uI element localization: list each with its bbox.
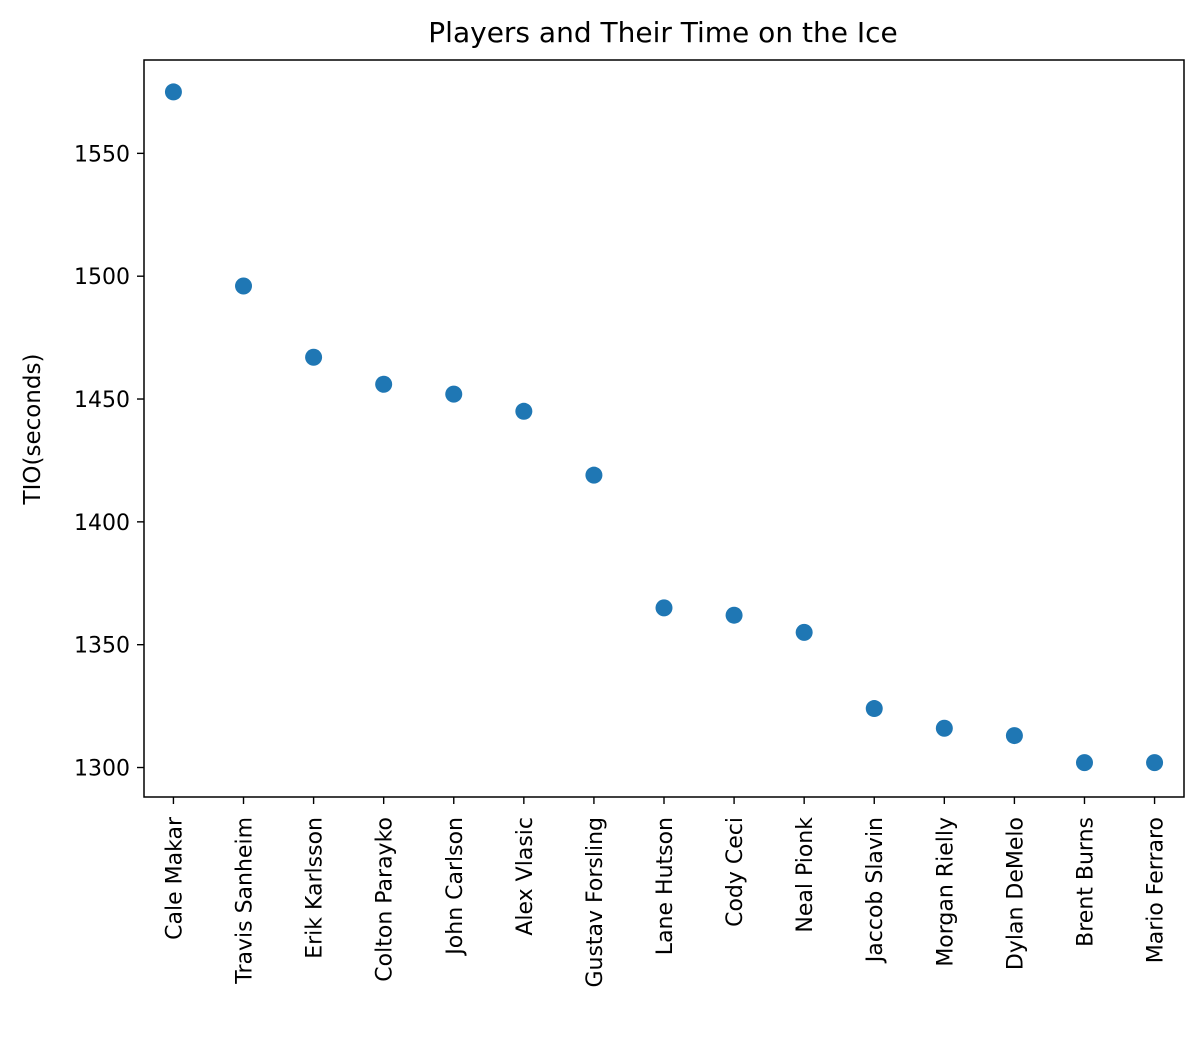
x-tick-label-3: Colton Parayko: [373, 817, 398, 982]
y-tick-label-2: 1400: [74, 511, 130, 536]
x-tick-label-14: Mario Ferraro: [1144, 817, 1169, 963]
data-point-13: [1075, 754, 1093, 772]
y-tick-label-1: 1350: [74, 634, 130, 659]
data-point-8: [725, 606, 743, 624]
x-tick-label-8: Cody Ceci: [723, 817, 748, 927]
data-point-6: [585, 466, 603, 484]
x-tick-label-4: John Carlson: [443, 817, 468, 957]
data-point-12: [1005, 727, 1023, 745]
x-tick-label-2: Erik Karlsson: [303, 817, 328, 959]
x-tick-label-12: Dylan DeMelo: [1003, 817, 1028, 970]
data-point-11: [935, 719, 953, 737]
x-tick-label-1: Travis Sanheim: [233, 817, 258, 985]
x-tick-label-13: Brent Burns: [1073, 817, 1098, 947]
data-point-3: [375, 375, 393, 393]
x-tick-label-7: Lane Hutson: [653, 817, 678, 955]
y-tick-label-0: 1300: [74, 757, 130, 782]
chart-title: Players and Their Time on the Ice: [428, 16, 897, 49]
y-tick-label-4: 1500: [74, 265, 130, 290]
data-point-5: [515, 402, 533, 420]
plot-area: 1300 1350 1400 1450 1500 1550 Cale Makar Travis…: [74, 59, 1185, 988]
y-tick-label-3: 1450: [74, 388, 130, 413]
data-point-4: [445, 385, 463, 403]
x-tick-label-0: Cale Makar: [162, 816, 187, 940]
y-axis-label: TIO(seconds): [20, 354, 46, 506]
x-tick-label-9: Neal Pionk: [793, 817, 818, 933]
x-tick-label-10: Jaccob Slavin: [863, 817, 888, 964]
data-point-2: [305, 348, 323, 366]
data-point-10: [865, 700, 883, 718]
data-point-1: [235, 277, 253, 295]
data-point-14: [1146, 754, 1164, 772]
x-tick-label-5: Alex Vlasic: [513, 817, 538, 936]
y-tick-label-5: 1550: [74, 142, 130, 167]
x-tick-label-6: Gustav Forsling: [583, 817, 608, 988]
data-point-9: [795, 623, 813, 641]
data-point-0: [164, 83, 182, 101]
data-point-7: [655, 599, 673, 617]
x-tick-label-11: Morgan Rielly: [933, 817, 958, 967]
plot-frame: [143, 59, 1185, 798]
